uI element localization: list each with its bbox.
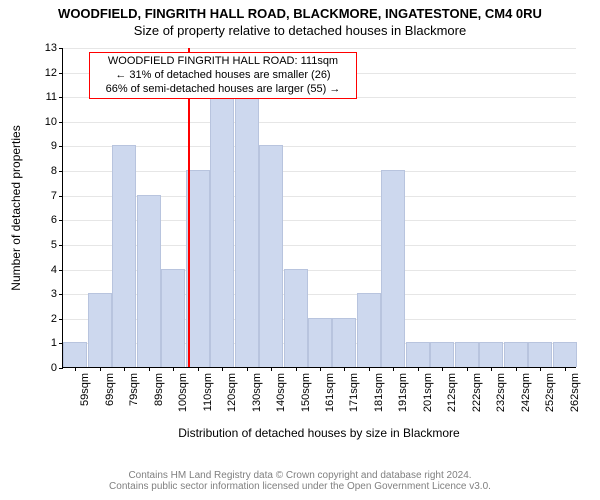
xtick-label: 201sqm bbox=[422, 373, 434, 412]
ytick-label: 1 bbox=[51, 337, 63, 349]
xtick-mark bbox=[467, 367, 468, 371]
bar bbox=[381, 170, 405, 367]
xtick-label: 161sqm bbox=[324, 373, 336, 412]
xtick-label: 69sqm bbox=[104, 373, 116, 406]
xtick-mark bbox=[442, 367, 443, 371]
xtick-mark bbox=[393, 367, 394, 371]
bar bbox=[63, 342, 87, 367]
bar bbox=[308, 318, 332, 367]
xtick-mark bbox=[418, 367, 419, 371]
gridline bbox=[63, 146, 576, 147]
ytick-label: 2 bbox=[51, 313, 63, 325]
xtick-mark bbox=[565, 367, 566, 371]
bar bbox=[357, 293, 381, 367]
bar bbox=[528, 342, 552, 367]
bar bbox=[406, 342, 430, 367]
xtick-mark bbox=[516, 367, 517, 371]
xtick-label: 262sqm bbox=[569, 373, 581, 412]
xtick-mark bbox=[540, 367, 541, 371]
xtick-label: 191sqm bbox=[397, 373, 409, 412]
bar bbox=[553, 342, 577, 367]
xtick-mark bbox=[296, 367, 297, 371]
bar bbox=[210, 96, 234, 367]
xtick-mark bbox=[369, 367, 370, 371]
annotation-line: ← 31% of detached houses are smaller (26… bbox=[96, 69, 350, 83]
xtick-label: 181sqm bbox=[373, 373, 385, 412]
annotation-line: 66% of semi-detached houses are larger (… bbox=[96, 83, 350, 97]
gridline bbox=[63, 171, 576, 172]
xtick-label: 110sqm bbox=[202, 373, 214, 411]
gridline bbox=[63, 48, 576, 49]
bar bbox=[284, 269, 308, 367]
bar bbox=[88, 293, 112, 367]
footer-line: Contains HM Land Registry data © Crown c… bbox=[0, 470, 600, 481]
xtick-mark bbox=[222, 367, 223, 371]
xtick-label: 150sqm bbox=[300, 373, 312, 412]
ytick-label: 9 bbox=[51, 140, 63, 152]
bar bbox=[479, 342, 503, 367]
footer-attribution: Contains HM Land Registry data © Crown c… bbox=[0, 470, 600, 492]
annotation-box: WOODFIELD FINGRITH HALL ROAD: 111sqm← 31… bbox=[89, 52, 357, 99]
xtick-mark bbox=[271, 367, 272, 371]
plot-area: 01234567891011121359sqm69sqm79sqm89sqm10… bbox=[62, 48, 576, 368]
xtick-label: 252sqm bbox=[544, 373, 556, 412]
xtick-mark bbox=[75, 367, 76, 371]
xtick-label: 100sqm bbox=[177, 373, 189, 412]
xtick-mark bbox=[247, 367, 248, 371]
y-axis-label: Number of detached properties bbox=[9, 125, 23, 290]
ytick-label: 5 bbox=[51, 239, 63, 251]
xtick-label: 130sqm bbox=[251, 373, 263, 412]
ytick-label: 3 bbox=[51, 288, 63, 300]
xtick-label: 222sqm bbox=[471, 373, 483, 412]
bar bbox=[504, 342, 528, 367]
bar bbox=[161, 269, 185, 367]
ytick-label: 8 bbox=[51, 165, 63, 177]
bar bbox=[235, 72, 259, 367]
annotation-line: WOODFIELD FINGRITH HALL ROAD: 111sqm bbox=[96, 55, 350, 69]
xtick-mark bbox=[100, 367, 101, 371]
ytick-label: 4 bbox=[51, 264, 63, 276]
x-axis-label: Distribution of detached houses by size … bbox=[62, 426, 576, 440]
ytick-label: 13 bbox=[45, 42, 63, 54]
chart-container: WOODFIELD, FINGRITH HALL ROAD, BLACKMORE… bbox=[0, 0, 600, 500]
ytick-label: 7 bbox=[51, 190, 63, 202]
gridline bbox=[63, 122, 576, 123]
xtick-mark bbox=[491, 367, 492, 371]
xtick-mark bbox=[344, 367, 345, 371]
ytick-label: 10 bbox=[45, 116, 63, 128]
xtick-mark bbox=[173, 367, 174, 371]
ytick-label: 6 bbox=[51, 214, 63, 226]
xtick-mark bbox=[320, 367, 321, 371]
xtick-label: 212sqm bbox=[446, 373, 458, 412]
xtick-mark bbox=[124, 367, 125, 371]
bar bbox=[137, 195, 161, 367]
bar bbox=[112, 145, 136, 367]
bar bbox=[430, 342, 454, 367]
ytick-label: 0 bbox=[51, 362, 63, 374]
footer-line: Contains public sector information licen… bbox=[0, 481, 600, 492]
bar bbox=[332, 318, 356, 367]
title-main: WOODFIELD, FINGRITH HALL ROAD, BLACKMORE… bbox=[0, 0, 600, 21]
bar bbox=[455, 342, 479, 367]
xtick-mark bbox=[149, 367, 150, 371]
xtick-label: 79sqm bbox=[128, 373, 140, 406]
xtick-label: 140sqm bbox=[275, 373, 287, 412]
xtick-label: 232sqm bbox=[495, 373, 507, 412]
ytick-label: 11 bbox=[46, 91, 63, 103]
xtick-label: 89sqm bbox=[153, 373, 165, 406]
xtick-mark bbox=[198, 367, 199, 371]
xtick-label: 120sqm bbox=[226, 373, 238, 412]
xtick-label: 242sqm bbox=[520, 373, 532, 412]
bar bbox=[259, 145, 283, 367]
title-sub: Size of property relative to detached ho… bbox=[0, 21, 600, 38]
xtick-label: 171sqm bbox=[348, 373, 360, 412]
xtick-label: 59sqm bbox=[79, 373, 91, 406]
ytick-label: 12 bbox=[45, 67, 63, 79]
